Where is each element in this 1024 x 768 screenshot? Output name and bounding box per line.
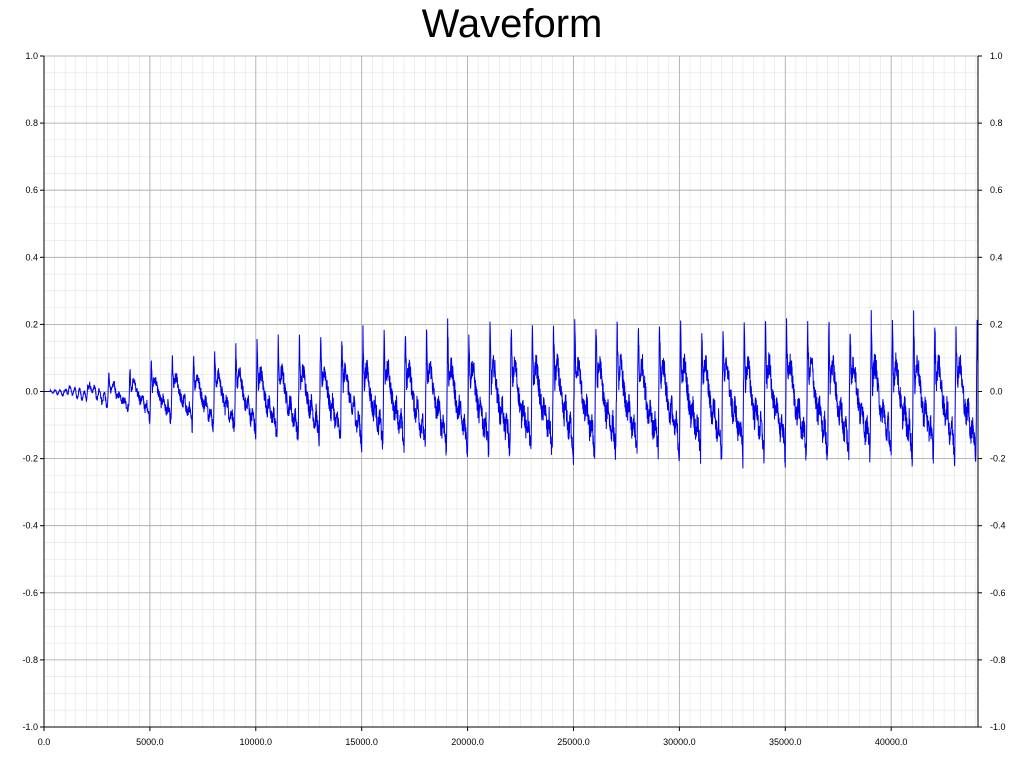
y-tick-label-left: -0.6	[22, 588, 38, 598]
y-tick-label-right: -0.2	[990, 454, 1006, 464]
y-tick-label-left: -1.0	[22, 722, 38, 732]
y-tick-label-left: 1.0	[25, 51, 38, 61]
y-tick-label-right: 0.8	[990, 118, 1003, 128]
waveform-line	[44, 310, 979, 469]
y-tick-label-right: -1.0	[990, 722, 1006, 732]
x-tick-label: 15000.0	[345, 737, 378, 747]
y-tick-label-left: 0.2	[25, 319, 38, 329]
x-tick-label: 35000.0	[769, 737, 802, 747]
x-tick-label: 30000.0	[663, 737, 696, 747]
series-layer	[44, 310, 979, 469]
x-tick-label: 25000.0	[557, 737, 590, 747]
chart-title: Waveform	[421, 2, 603, 46]
y-tick-label-right: -0.6	[990, 588, 1006, 598]
x-tick-label: 0.0	[38, 737, 51, 747]
y-tick-label-left: -0.4	[22, 521, 38, 531]
x-tick-label: 20000.0	[451, 737, 484, 747]
y-tick-label-right: 0.0	[990, 387, 1003, 397]
y-tick-label-left: -0.2	[22, 454, 38, 464]
x-tick-label: 5000.0	[136, 737, 164, 747]
y-tick-label-left: 0.0	[25, 387, 38, 397]
y-tick-label-left: 0.4	[25, 252, 38, 262]
y-tick-label-right: 0.2	[990, 319, 1003, 329]
y-tick-label-left: 0.6	[25, 185, 38, 195]
axes-frame	[40, 55, 982, 731]
x-tick-label: 40000.0	[875, 737, 908, 747]
y-tick-label-left: 0.8	[25, 118, 38, 128]
tick-labels: 1.0 1.0 0.8 0.8 0.6 0.6 0.4 0.4 0.2 0.2 0.0 0.0 -0.2…	[22, 51, 1005, 747]
y-tick-label-left: -0.8	[22, 655, 38, 665]
y-tick-label-right: 1.0	[990, 51, 1003, 61]
x-tick-label: 10000.0	[240, 737, 273, 747]
y-tick-label-right: 0.6	[990, 185, 1003, 195]
y-tick-label-right: 0.4	[990, 252, 1003, 262]
y-tick-label-right: -0.4	[990, 521, 1006, 531]
y-tick-label-right: -0.8	[990, 655, 1006, 665]
